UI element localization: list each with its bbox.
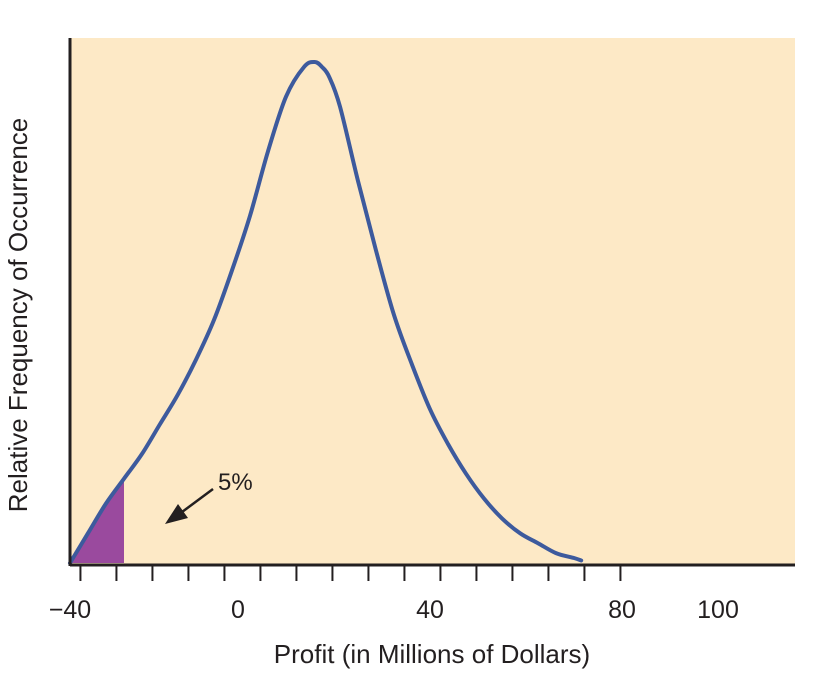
x-axis-ticks — [79, 565, 622, 581]
annotation-arrow — [165, 487, 214, 524]
annotation-arrow-shaft — [177, 487, 214, 517]
plot-background — [70, 38, 795, 565]
profit-distribution-curve — [68, 59, 584, 565]
x-tick-label: 100 — [697, 596, 739, 624]
x-tick-label: 0 — [231, 596, 245, 624]
y-axis-title: Relative Frequency of Occurrence — [3, 118, 33, 513]
x-tick-label: 40 — [416, 596, 444, 624]
annotation-label: 5% — [218, 469, 253, 496]
x-axis-title: Profit (in Millions of Dollars) — [274, 639, 590, 669]
annotation-arrow-head — [165, 504, 188, 524]
x-tick-label: −40 — [49, 596, 91, 624]
x-tick-label: 80 — [608, 596, 636, 624]
x-axis-tick-labels: −40 0 40 80 100 — [49, 596, 739, 624]
